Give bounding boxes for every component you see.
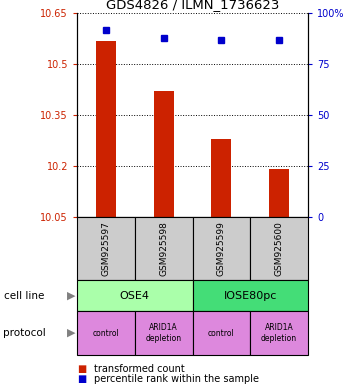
- Text: ARID1A
depletion: ARID1A depletion: [146, 323, 182, 343]
- Text: IOSE80pc: IOSE80pc: [224, 291, 277, 301]
- Bar: [77, 217, 135, 280]
- Text: transformed count: transformed count: [94, 364, 185, 374]
- Title: GDS4826 / ILMN_1736623: GDS4826 / ILMN_1736623: [106, 0, 279, 11]
- Bar: [154, 91, 174, 217]
- Bar: [96, 41, 116, 217]
- Text: ARID1A
depletion: ARID1A depletion: [261, 323, 297, 343]
- Bar: [269, 169, 289, 217]
- Text: GSM925597: GSM925597: [102, 221, 110, 276]
- Bar: [250, 311, 308, 355]
- Bar: [77, 311, 135, 355]
- Text: control: control: [208, 329, 235, 338]
- Bar: [135, 311, 192, 355]
- Text: GSM925599: GSM925599: [217, 221, 226, 276]
- Bar: [193, 217, 250, 280]
- Text: ■: ■: [77, 374, 86, 384]
- Text: control: control: [92, 329, 119, 338]
- Text: ■: ■: [77, 364, 86, 374]
- Text: percentile rank within the sample: percentile rank within the sample: [94, 374, 259, 384]
- Bar: [193, 311, 250, 355]
- Text: GSM925598: GSM925598: [159, 221, 168, 276]
- Text: OSE4: OSE4: [120, 291, 150, 301]
- Text: protocol: protocol: [4, 328, 46, 338]
- Text: ▶: ▶: [66, 328, 75, 338]
- Bar: [193, 280, 308, 311]
- Bar: [135, 217, 192, 280]
- Bar: [211, 139, 231, 217]
- Bar: [250, 217, 308, 280]
- Text: cell line: cell line: [4, 291, 44, 301]
- Text: ▶: ▶: [66, 291, 75, 301]
- Text: GSM925600: GSM925600: [275, 221, 284, 276]
- Bar: [77, 280, 193, 311]
